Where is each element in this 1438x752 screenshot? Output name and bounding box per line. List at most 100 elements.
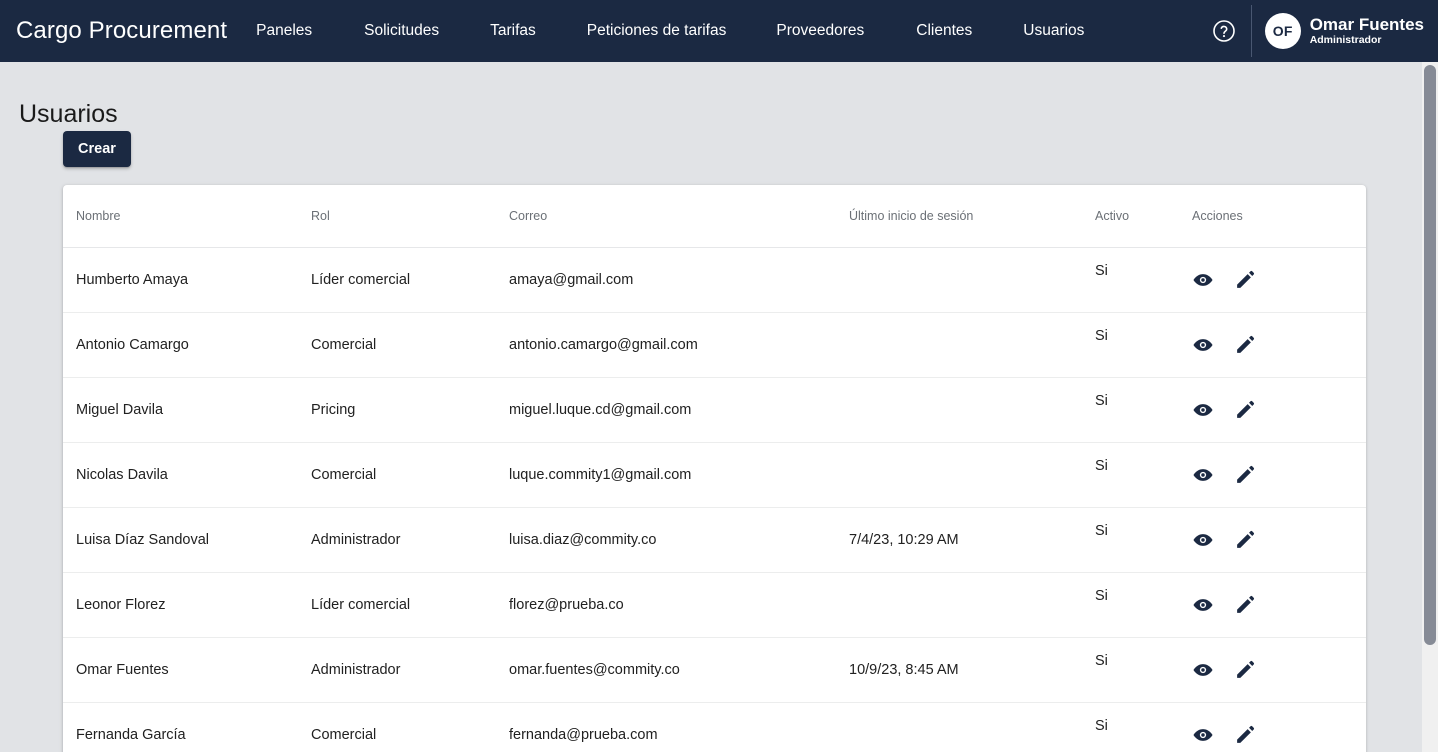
view-button[interactable]	[1192, 464, 1214, 486]
cell-acciones	[1192, 637, 1366, 703]
cell-ultimo-inicio	[849, 377, 1095, 443]
vertical-scrollbar-thumb[interactable]	[1424, 65, 1436, 645]
edit-button[interactable]	[1234, 399, 1256, 421]
cell-correo: miguel.luque.cd@gmail.com	[509, 377, 849, 443]
view-button[interactable]	[1192, 594, 1214, 616]
cell-ultimo-inicio	[849, 442, 1095, 508]
nav-item-paneles[interactable]: Paneles	[256, 22, 313, 39]
column-header-activo[interactable]: Activo	[1095, 185, 1192, 248]
cell-correo: fernanda@prueba.com	[509, 702, 849, 752]
cell-rol: Administrador	[311, 637, 509, 703]
row-actions	[1192, 594, 1366, 616]
user-name: Omar Fuentes	[1309, 15, 1424, 35]
edit-button[interactable]	[1234, 659, 1256, 681]
eye-icon	[1192, 724, 1214, 746]
cell-nombre: Fernanda García	[63, 702, 311, 752]
nav-item-peticiones-de-tarifas[interactable]: Peticiones de tarifas	[586, 22, 727, 39]
table-header-row: Nombre Rol Correo Último inicio de sesió…	[63, 185, 1366, 248]
user-menu[interactable]: OF Omar Fuentes Administrador	[1264, 13, 1424, 49]
cell-acciones	[1192, 377, 1366, 443]
row-actions	[1192, 464, 1366, 486]
user-role: Administrador	[1309, 34, 1382, 47]
pencil-icon	[1234, 529, 1256, 551]
column-header-rol[interactable]: Rol	[311, 185, 509, 248]
row-actions	[1192, 334, 1366, 356]
app-brand[interactable]: Cargo Procurement	[16, 17, 228, 44]
nav-item-tarifas[interactable]: Tarifas	[490, 22, 536, 39]
edit-button[interactable]	[1234, 464, 1256, 486]
cell-activo: Si	[1095, 507, 1192, 573]
edit-button[interactable]	[1234, 269, 1256, 291]
page-title: Usuarios	[19, 99, 118, 128]
nav-item-clientes[interactable]: Clientes	[916, 22, 973, 39]
view-button[interactable]	[1192, 529, 1214, 551]
cell-activo: Si	[1095, 637, 1192, 703]
column-header-correo[interactable]: Correo	[509, 185, 849, 248]
view-button[interactable]	[1192, 399, 1214, 421]
table-row[interactable]: Miguel Davila Pricing miguel.luque.cd@gmai…	[63, 377, 1366, 443]
pencil-icon	[1234, 594, 1256, 616]
primary-nav: Paneles Solicitudes Tarifas Peticiones d…	[256, 16, 1084, 46]
create-button[interactable]: Crear	[63, 131, 131, 167]
pencil-icon	[1234, 269, 1256, 291]
cell-ultimo-inicio: 7/4/23, 10:29 AM	[849, 507, 1095, 573]
cell-ultimo-inicio: 10/9/23, 8:45 AM	[849, 637, 1095, 703]
vertical-scrollbar-track[interactable]	[1422, 62, 1438, 752]
view-button[interactable]	[1192, 334, 1214, 356]
row-actions	[1192, 529, 1366, 551]
nav-item-proveedores[interactable]: Proveedores	[776, 22, 865, 39]
table-row[interactable]: Humberto Amaya Líder comercial amaya@gmail…	[63, 247, 1366, 313]
table-row[interactable]: Nicolas Davila Comercial luque.commity1@gm…	[63, 442, 1366, 508]
cell-ultimo-inicio	[849, 572, 1095, 638]
eye-icon	[1192, 529, 1214, 551]
cell-correo: luque.commity1@gmail.com	[509, 442, 849, 508]
cell-acciones	[1192, 702, 1366, 752]
help-circle-icon[interactable]	[1212, 19, 1236, 43]
cell-acciones	[1192, 442, 1366, 508]
eye-icon	[1192, 659, 1214, 681]
cell-nombre: Antonio Camargo	[63, 312, 311, 378]
cell-ultimo-inicio	[849, 702, 1095, 752]
navbar-divider	[1250, 5, 1252, 57]
cell-acciones	[1192, 247, 1366, 313]
table-row[interactable]: Fernanda García Comercial fernanda@prueba.…	[63, 702, 1366, 752]
eye-icon	[1192, 399, 1214, 421]
cell-rol: Administrador	[311, 507, 509, 573]
view-button[interactable]	[1192, 724, 1214, 746]
cell-acciones	[1192, 312, 1366, 378]
table-row[interactable]: Luisa Díaz Sandoval Administrador luisa.di…	[63, 507, 1366, 573]
cell-rol: Comercial	[311, 312, 509, 378]
cell-activo: Si	[1095, 312, 1192, 378]
nav-item-usuarios[interactable]: Usuarios	[1023, 22, 1085, 39]
view-button[interactable]	[1192, 659, 1214, 681]
table-row[interactable]: Antonio Camargo Comercial antonio.camargo@…	[63, 312, 1366, 378]
cell-activo: Si	[1095, 377, 1192, 443]
cell-acciones	[1192, 507, 1366, 573]
edit-button[interactable]	[1234, 529, 1256, 551]
pencil-icon	[1234, 399, 1256, 421]
table-row[interactable]: Omar Fuentes Administrador omar.fuentes@co…	[63, 637, 1366, 703]
nav-item-solicitudes[interactable]: Solicitudes	[364, 22, 440, 39]
row-actions	[1192, 399, 1366, 421]
edit-button[interactable]	[1234, 724, 1256, 746]
edit-button[interactable]	[1234, 594, 1256, 616]
cell-acciones	[1192, 572, 1366, 638]
column-header-ultimo-inicio-de-sesion[interactable]: Último inicio de sesión	[849, 185, 1095, 248]
cell-ultimo-inicio	[849, 247, 1095, 313]
pencil-icon	[1234, 464, 1256, 486]
cell-rol: Comercial	[311, 702, 509, 752]
avatar: OF	[1264, 13, 1301, 49]
users-table: Nombre Rol Correo Último inicio de sesió…	[63, 185, 1366, 752]
table-head: Nombre Rol Correo Último inicio de sesió…	[63, 185, 1366, 248]
row-actions	[1192, 659, 1366, 681]
table-row[interactable]: Leonor Florez Líder comercial florez@prueb…	[63, 572, 1366, 638]
column-header-nombre[interactable]: Nombre	[63, 185, 311, 248]
pencil-icon	[1234, 659, 1256, 681]
cell-nombre: Leonor Florez	[63, 572, 311, 638]
edit-button[interactable]	[1234, 334, 1256, 356]
view-button[interactable]	[1192, 269, 1214, 291]
eye-icon	[1192, 334, 1214, 356]
users-table-card: Nombre Rol Correo Último inicio de sesió…	[63, 185, 1366, 752]
pencil-icon	[1234, 724, 1256, 746]
cell-activo: Si	[1095, 247, 1192, 313]
